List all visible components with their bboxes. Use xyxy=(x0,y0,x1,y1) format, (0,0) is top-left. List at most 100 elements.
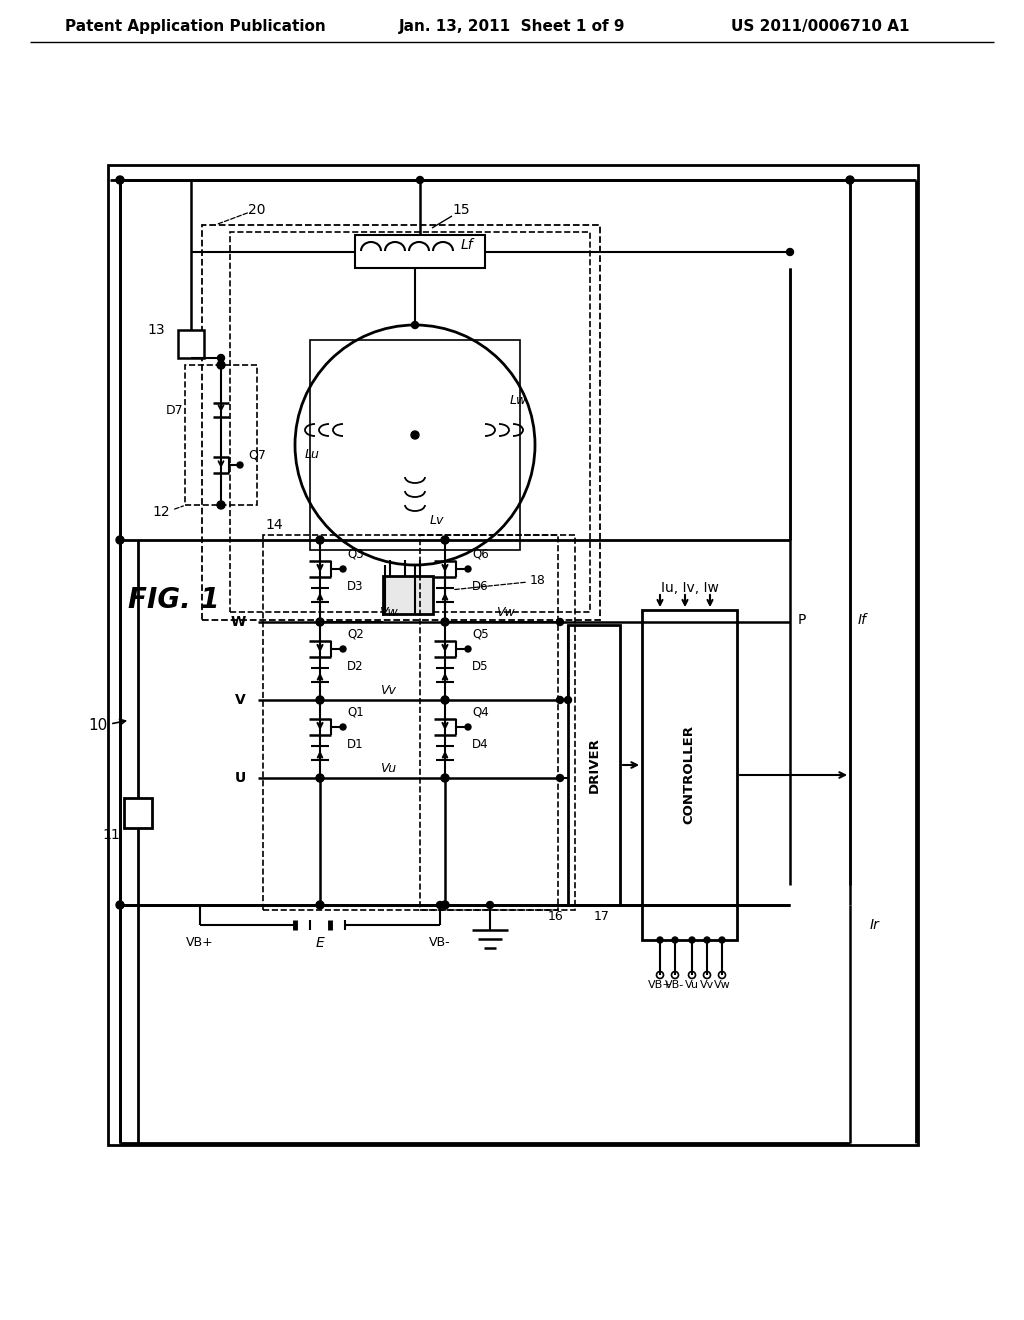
Text: D5: D5 xyxy=(472,660,488,673)
Text: VB+: VB+ xyxy=(186,936,214,949)
Circle shape xyxy=(116,176,124,183)
Text: Q3: Q3 xyxy=(347,548,364,561)
Bar xyxy=(263,535,558,909)
Text: Vw: Vw xyxy=(379,606,397,619)
Bar xyxy=(568,624,620,906)
Circle shape xyxy=(672,937,678,942)
Text: Patent Application Publication: Patent Application Publication xyxy=(65,20,326,34)
Circle shape xyxy=(657,937,663,942)
Text: Vv: Vv xyxy=(699,979,714,990)
Text: If: If xyxy=(858,612,867,627)
Circle shape xyxy=(465,723,471,730)
Bar xyxy=(420,535,575,909)
Text: 18: 18 xyxy=(530,573,546,586)
Circle shape xyxy=(465,566,471,572)
Text: Jan. 13, 2011  Sheet 1 of 9: Jan. 13, 2011 Sheet 1 of 9 xyxy=(398,20,626,34)
Circle shape xyxy=(441,618,449,626)
Circle shape xyxy=(316,696,324,704)
Circle shape xyxy=(786,248,794,256)
Circle shape xyxy=(316,536,324,544)
Text: W: W xyxy=(230,615,246,630)
Text: 17: 17 xyxy=(594,911,610,924)
Circle shape xyxy=(116,902,124,909)
Text: FIG. 1: FIG. 1 xyxy=(128,586,219,614)
Text: VB-: VB- xyxy=(429,936,451,949)
Circle shape xyxy=(340,723,346,730)
Text: US 2011/0006710 A1: US 2011/0006710 A1 xyxy=(731,20,909,34)
Circle shape xyxy=(705,937,710,942)
Text: Vw: Vw xyxy=(496,606,514,619)
Text: Q4: Q4 xyxy=(472,705,488,718)
Bar xyxy=(108,165,918,1144)
Circle shape xyxy=(465,645,471,652)
Text: Q1: Q1 xyxy=(347,705,364,718)
Circle shape xyxy=(316,902,324,909)
Bar xyxy=(202,224,600,620)
Bar xyxy=(642,610,737,940)
Circle shape xyxy=(441,902,449,909)
Bar xyxy=(230,232,590,612)
Circle shape xyxy=(441,696,449,704)
Circle shape xyxy=(217,355,224,362)
Text: U: U xyxy=(234,771,246,785)
Text: 10: 10 xyxy=(89,718,108,733)
Text: D6: D6 xyxy=(472,581,488,594)
Circle shape xyxy=(417,177,424,183)
Text: 15: 15 xyxy=(452,203,470,216)
Text: Q6: Q6 xyxy=(472,548,488,561)
Text: Lv: Lv xyxy=(430,513,444,527)
Circle shape xyxy=(436,902,443,908)
Circle shape xyxy=(441,774,449,781)
Text: Q7: Q7 xyxy=(248,449,266,462)
Text: Lw: Lw xyxy=(510,393,527,407)
Text: VB-: VB- xyxy=(666,979,685,990)
Text: Q2: Q2 xyxy=(347,627,364,640)
Text: Lf: Lf xyxy=(461,238,473,252)
Circle shape xyxy=(556,775,563,781)
Circle shape xyxy=(441,536,449,544)
Circle shape xyxy=(412,322,419,329)
Circle shape xyxy=(411,432,419,440)
Text: Vu: Vu xyxy=(685,979,699,990)
Circle shape xyxy=(116,536,124,544)
Bar xyxy=(124,799,152,828)
Circle shape xyxy=(217,502,225,510)
Circle shape xyxy=(846,176,854,183)
Circle shape xyxy=(340,566,346,572)
Text: Vw: Vw xyxy=(714,979,730,990)
Circle shape xyxy=(556,697,563,704)
Text: D7: D7 xyxy=(165,404,183,417)
Bar xyxy=(383,576,433,614)
Text: 13: 13 xyxy=(147,323,165,337)
Text: D3: D3 xyxy=(347,581,364,594)
Text: D2: D2 xyxy=(347,660,364,673)
Text: Vv: Vv xyxy=(380,684,396,697)
Text: Vu: Vu xyxy=(380,762,396,775)
Text: Iu, Iv, Iw: Iu, Iv, Iw xyxy=(662,581,719,595)
Bar xyxy=(185,366,257,506)
Bar xyxy=(355,235,485,268)
Text: 14: 14 xyxy=(265,517,283,532)
Text: Lu: Lu xyxy=(305,449,319,462)
Text: DRIVER: DRIVER xyxy=(588,737,600,793)
Text: 20: 20 xyxy=(248,203,265,216)
Text: 11: 11 xyxy=(102,828,120,842)
Text: Q5: Q5 xyxy=(472,627,488,640)
Circle shape xyxy=(564,697,571,704)
Text: Ir: Ir xyxy=(870,917,880,932)
Circle shape xyxy=(237,462,243,469)
Circle shape xyxy=(316,618,324,626)
Text: P: P xyxy=(798,612,806,627)
Text: D1: D1 xyxy=(347,738,364,751)
Circle shape xyxy=(556,619,563,626)
Text: 12: 12 xyxy=(153,506,170,519)
Circle shape xyxy=(689,937,695,942)
Circle shape xyxy=(316,774,324,781)
Text: 16: 16 xyxy=(547,911,563,924)
Text: VB+: VB+ xyxy=(648,979,673,990)
Text: E: E xyxy=(315,936,325,950)
Bar xyxy=(310,341,520,550)
Circle shape xyxy=(486,902,494,908)
Circle shape xyxy=(719,937,725,942)
Text: D4: D4 xyxy=(472,738,488,751)
